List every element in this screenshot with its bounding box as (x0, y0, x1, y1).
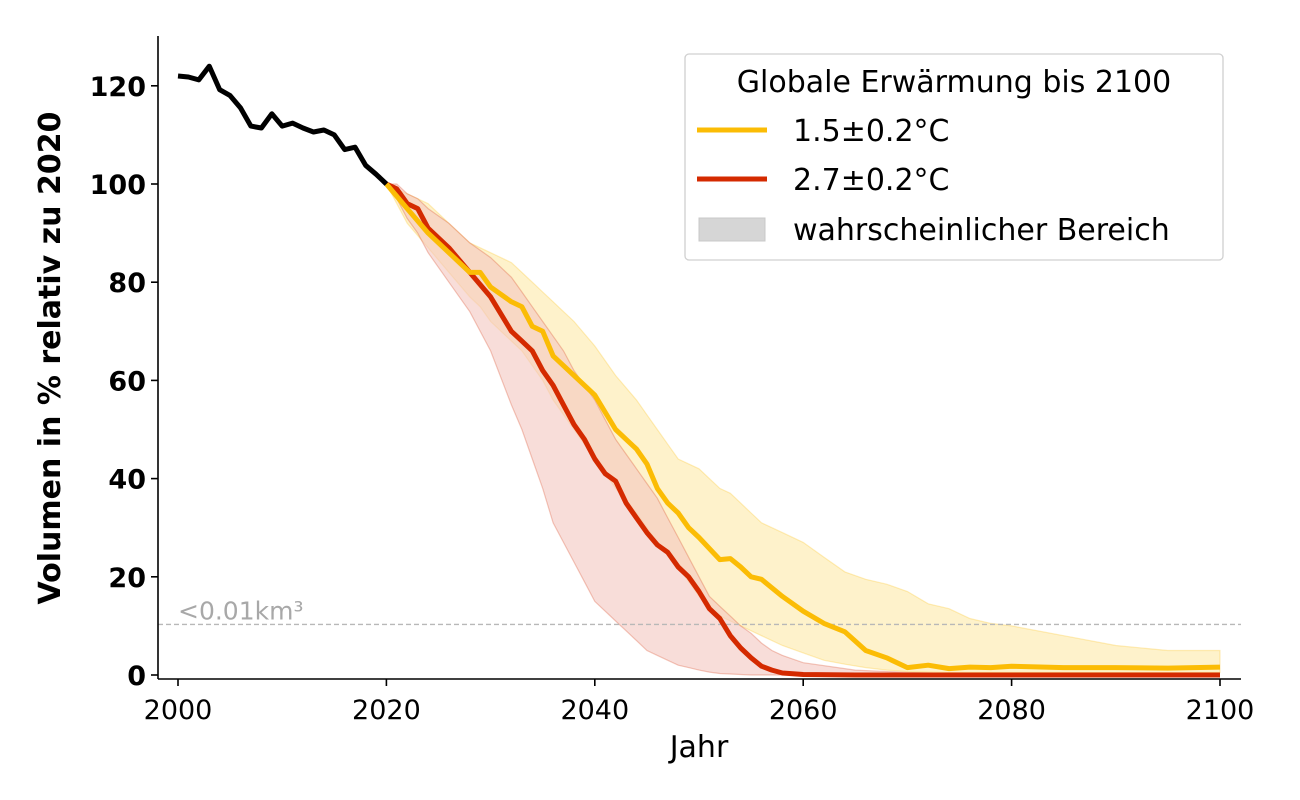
y-tick-label: 40 (108, 465, 146, 496)
x-tick-label: 2020 (352, 695, 421, 726)
legend-label-range: wahrscheinlicher Bereich (793, 213, 1170, 248)
y-tick-label: 60 (108, 366, 146, 397)
x-tick-label: 2060 (769, 695, 838, 726)
x-tick-label: 2080 (977, 695, 1046, 726)
legend-box (684, 53, 1224, 261)
line-s27 (385, 181, 1220, 678)
legend: Globale Erwärmung bis 2100 1.5±0.2°C 2.7… (684, 53, 1224, 261)
x-axis-title: Jahr (668, 730, 729, 765)
series-lines (177, 63, 1221, 678)
y-ticks: 0 20 40 60 80 100 120 (90, 72, 158, 692)
legend-title: Globale Erwärmung bis 2100 (737, 65, 1171, 100)
y-tick-label: 0 (127, 661, 146, 692)
x-tick-label: 2000 (144, 695, 213, 726)
y-tick-label: 100 (90, 170, 146, 201)
x-tick-label: 2100 (1186, 695, 1255, 726)
legend-label-2-7: 2.7±0.2°C (793, 163, 950, 198)
legend-swatch-range (698, 217, 766, 242)
band-s27 (385, 183, 1220, 676)
y-tick-label: 20 (108, 563, 146, 594)
threshold-label: <0.01km³ (178, 596, 303, 625)
plot-area: <0.01km³ (158, 63, 1241, 678)
x-tick-label: 2040 (560, 695, 629, 726)
y-tick-label: 120 (90, 72, 146, 103)
y-axis-title: Volumen in % relativ zu 2020 (33, 112, 68, 605)
line-s15 (384, 182, 1221, 672)
y-tick-label: 80 (108, 268, 146, 299)
line-historical (177, 63, 389, 186)
legend-label-1-5: 1.5±0.2°C (793, 114, 950, 149)
x-ticks: 2000 2020 2040 2060 2080 2100 (144, 679, 1255, 726)
